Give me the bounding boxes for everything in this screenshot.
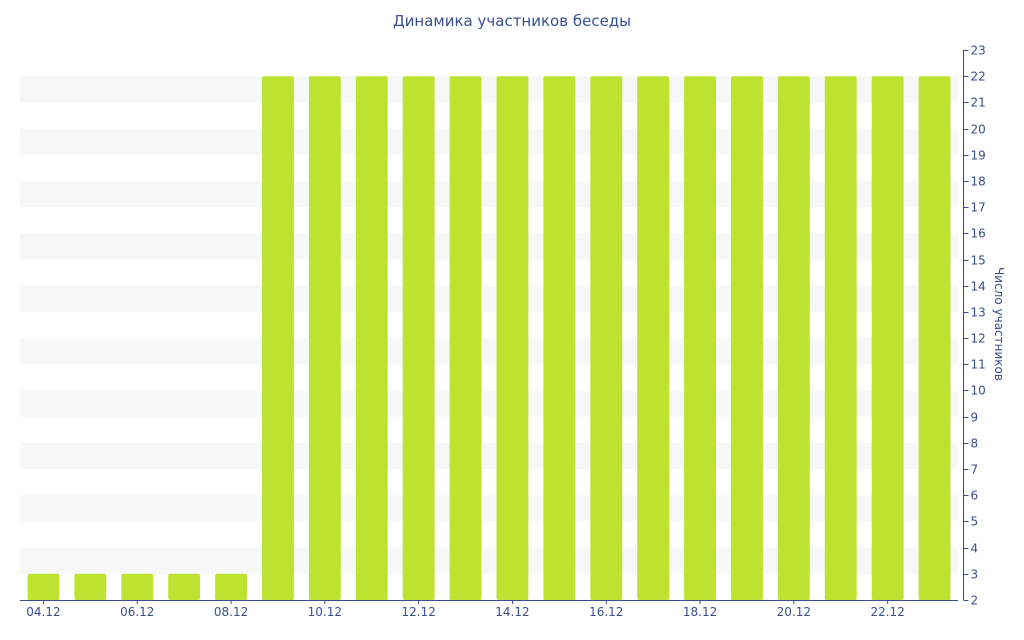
bar-16.12[interactable] bbox=[590, 76, 623, 600]
x-tick-label: 18.12 bbox=[683, 605, 717, 619]
y-tick-label: 2 bbox=[971, 594, 979, 608]
chart-title: Динамика участников беседы bbox=[392, 12, 632, 30]
x-tick-label: 10.12 bbox=[308, 605, 342, 619]
bar-21.12[interactable] bbox=[824, 76, 857, 600]
y-tick-label: 18 bbox=[971, 175, 986, 189]
y-tick-label: 10 bbox=[971, 384, 986, 398]
bar-05.12[interactable] bbox=[74, 573, 107, 600]
grid-band bbox=[20, 180, 958, 208]
y-tick-label: 14 bbox=[971, 280, 986, 294]
y-tick-label: 5 bbox=[971, 515, 979, 529]
bar-09.12[interactable] bbox=[262, 76, 294, 600]
bar-12.12[interactable] bbox=[402, 76, 435, 600]
y-tick-label: 11 bbox=[971, 358, 986, 372]
x-tick-label: 20.12 bbox=[777, 605, 811, 619]
y-tick-label: 13 bbox=[971, 306, 986, 320]
x-tick-label: 08.12 bbox=[214, 605, 248, 619]
grid-band bbox=[20, 547, 958, 574]
bar-18.12[interactable] bbox=[684, 76, 716, 600]
x-tick-label: 14.12 bbox=[495, 605, 529, 619]
y-tick-label: 16 bbox=[971, 227, 986, 241]
grid-bands bbox=[20, 76, 958, 574]
y-tick-label: 22 bbox=[971, 70, 986, 84]
x-tick-label: 22.12 bbox=[870, 605, 904, 619]
y-tick-label: 9 bbox=[971, 411, 979, 425]
bars bbox=[27, 76, 951, 600]
x-tick-label: 12.12 bbox=[401, 605, 435, 619]
bar-10.12[interactable] bbox=[308, 76, 341, 600]
y-tick-label: 20 bbox=[971, 123, 986, 137]
grid-band bbox=[20, 338, 958, 365]
bar-08.12[interactable] bbox=[215, 573, 247, 600]
grid-band bbox=[20, 76, 958, 103]
y-tick-label: 7 bbox=[971, 463, 979, 477]
x-axis: 04.12 06.12 08.12 10.12 12.12 14.12 16.12 18.12… bbox=[20, 600, 958, 619]
y-tick-label: 15 bbox=[971, 254, 986, 268]
bar-19.12[interactable] bbox=[731, 76, 763, 600]
bar-14.12[interactable] bbox=[496, 76, 529, 600]
grid-band bbox=[20, 390, 958, 417]
bar-17.12[interactable] bbox=[637, 76, 670, 600]
bar-15.12[interactable] bbox=[543, 76, 576, 600]
bar-23.12[interactable] bbox=[918, 76, 951, 600]
bar-11.12[interactable] bbox=[355, 76, 388, 600]
grid-band bbox=[20, 128, 958, 155]
y-tick-label: 12 bbox=[971, 332, 986, 346]
bar-07.12[interactable] bbox=[168, 573, 201, 600]
grid-band bbox=[20, 285, 958, 312]
y-tick-label: 8 bbox=[971, 437, 979, 451]
x-tick-label: 06.12 bbox=[120, 605, 154, 619]
bar-06.12[interactable] bbox=[121, 573, 154, 600]
x-tick-label: 16.12 bbox=[589, 605, 623, 619]
y-tick-label: 3 bbox=[971, 568, 979, 582]
bar-13.12[interactable] bbox=[449, 76, 482, 600]
y-tick-label: 4 bbox=[971, 542, 979, 556]
y-tick-label: 19 bbox=[971, 149, 986, 163]
grid-band bbox=[20, 442, 958, 470]
x-tick-label: 04.12 bbox=[26, 605, 60, 619]
y-tick-label: 23 bbox=[971, 44, 986, 58]
y-tick-label: 17 bbox=[971, 201, 986, 215]
bar-22.12[interactable] bbox=[871, 76, 904, 600]
y-axis-title: Число участников bbox=[992, 267, 1006, 381]
grid-band bbox=[20, 495, 958, 522]
bar-04.12[interactable] bbox=[27, 573, 60, 600]
bar-20.12[interactable] bbox=[777, 76, 810, 600]
y-tick-label: 6 bbox=[971, 489, 979, 503]
grid-band bbox=[20, 233, 958, 260]
y-tick-label: 21 bbox=[971, 96, 986, 110]
